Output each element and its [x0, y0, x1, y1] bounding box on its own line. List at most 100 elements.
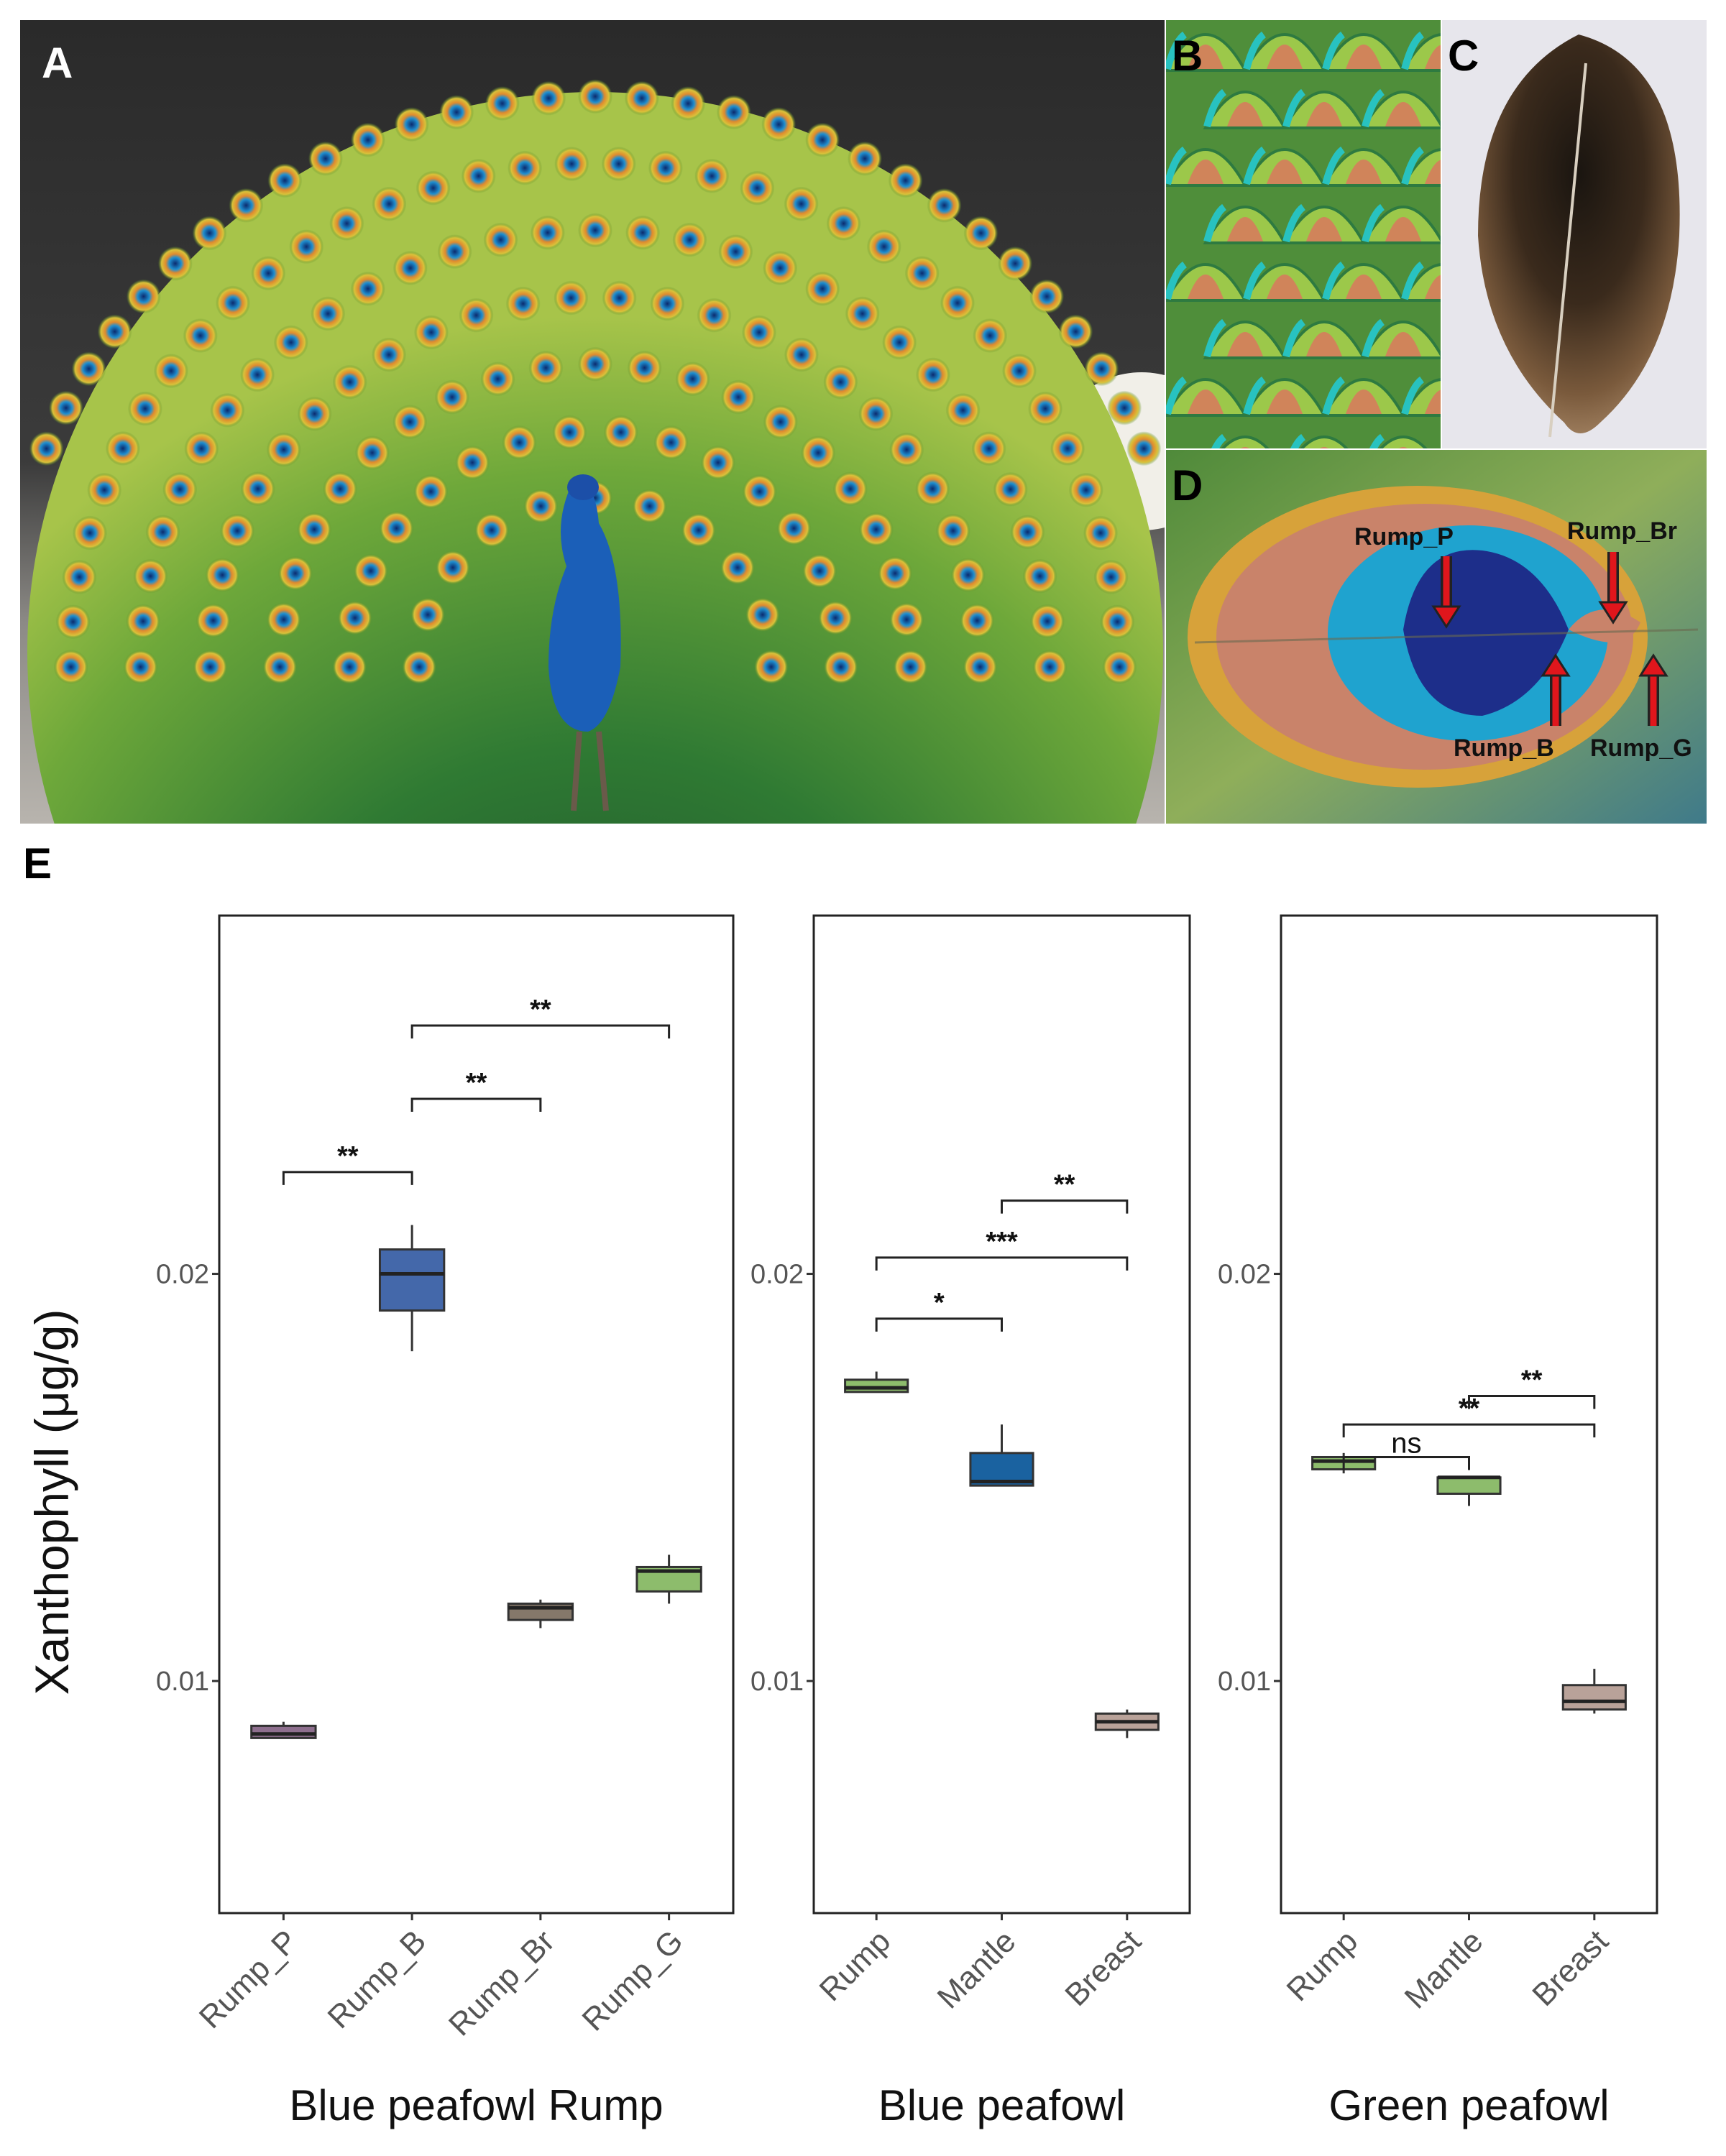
tail-eyespot	[184, 431, 219, 466]
tail-eyespot	[262, 650, 298, 684]
tail-eyespot	[753, 650, 789, 684]
y-tick-label: 0.01	[1218, 1667, 1271, 1697]
tail-eyespot	[889, 432, 924, 467]
tail-eyespot	[716, 95, 751, 130]
tail-eyespot	[439, 95, 474, 130]
tail-eyespot	[578, 213, 612, 248]
feather-scale-edge	[1362, 318, 1385, 358]
tail-eyespot	[192, 216, 227, 251]
x-tick-label: Breast	[1058, 1923, 1148, 2013]
tail-eyespot	[1107, 390, 1142, 425]
x-tick-label: Mantle	[1398, 1923, 1490, 2015]
tail-eyespot	[848, 141, 883, 176]
tail-eyespot	[416, 170, 451, 206]
tail-eyespot	[123, 650, 158, 684]
tail-eyespot	[960, 603, 995, 638]
tail-eyespot	[266, 602, 301, 637]
tail-eyespot	[878, 556, 913, 591]
bracket-line	[282, 1171, 413, 1185]
tail-eyespot	[105, 430, 140, 466]
tail-eyespot	[963, 216, 999, 251]
tail-eyespot	[332, 650, 367, 684]
tail-eyespot	[832, 471, 868, 507]
feather-scale	[1379, 436, 1428, 448]
tail-eyespot	[963, 650, 998, 684]
tail-eyespot	[505, 286, 541, 321]
significance-label: ***	[986, 1227, 1018, 1257]
tail-eyespot	[350, 271, 385, 306]
feather-scale-edge	[1243, 31, 1267, 70]
tail-eyespot	[273, 325, 308, 360]
tail-eyespot	[196, 603, 231, 638]
feather-scale-edge	[1243, 376, 1267, 415]
tail-eyespot	[845, 296, 880, 331]
tail-eyespot	[508, 150, 543, 185]
tail-eyespot	[97, 314, 132, 349]
tail-eyespot	[210, 392, 245, 428]
tail-eyespot	[940, 285, 975, 321]
tail-eyespot	[763, 405, 798, 440]
tail-eyespot	[145, 515, 180, 550]
box-body	[250, 1724, 317, 1739]
tail-eyespot	[483, 222, 518, 257]
feather-scale-edge	[1243, 261, 1267, 300]
tail-eyespot	[742, 474, 777, 510]
tail-eyespot	[904, 256, 940, 291]
tail-eyespot	[455, 445, 490, 480]
feather-scale-center	[1306, 102, 1342, 126]
tail-eyespot	[393, 250, 428, 285]
tail-eyespot	[329, 206, 364, 241]
feather-scale-edge	[1401, 261, 1425, 300]
feather-scale-center	[1241, 447, 1249, 448]
tail-eyespot	[71, 351, 106, 387]
tail-eyespot	[973, 318, 1008, 353]
feather-scale-center	[1227, 217, 1263, 241]
tail-eyespot	[805, 122, 840, 157]
tail-eyespot	[461, 158, 496, 193]
tail-eyespot	[697, 298, 732, 333]
tail-eyespot	[162, 471, 198, 507]
significance-bracket: ***	[875, 1227, 1129, 1271]
tail-eyespot	[337, 600, 372, 635]
tail-eyespot	[718, 234, 753, 270]
tail-eyespot	[720, 550, 756, 585]
tail-eyespot	[266, 432, 301, 467]
feather-scale-edge	[1166, 376, 1188, 415]
tail-eyespot	[1022, 558, 1057, 594]
x-tick-label: Rump_P	[193, 1923, 305, 2035]
tail-eyespot	[410, 597, 446, 632]
tail-eyespot	[603, 415, 638, 450]
tail-eyespot	[372, 186, 407, 221]
tail-eyespot	[523, 489, 559, 524]
tail-eyespot	[1093, 559, 1129, 594]
y-tick-label: 0.01	[750, 1667, 804, 1697]
panel-e-boxplots: Xanthophyll (μg/g) 0.01 0.02 Rump_P Rump_B R…	[0, 826, 1726, 2156]
tail-eyespot	[157, 246, 193, 281]
tail-eyespot	[927, 188, 962, 223]
significance-bracket: *	[875, 1288, 1003, 1332]
tail-eyespot	[402, 650, 437, 684]
tail-eyespot	[183, 318, 218, 353]
tail-eyespot	[801, 436, 836, 471]
tail-eyespot	[784, 337, 819, 372]
tail-eyespot	[552, 415, 587, 450]
feather-scale-center	[1425, 160, 1441, 184]
tail-eyespot	[888, 163, 923, 198]
boxplot-panel: 0.01 0.02 Rump_P Rump_B Rump_Br Rump_G ** ** ** B…	[156, 914, 735, 2129]
tail-eyespot	[650, 286, 685, 321]
tail-eyespot	[434, 379, 469, 415]
feather-scale-edge	[1166, 146, 1188, 185]
feather-scale-center	[1425, 45, 1441, 69]
tail-eyespot	[480, 361, 515, 397]
feather-scale-center	[1346, 390, 1382, 414]
tail-eyespot	[530, 215, 565, 250]
tail-eyespot	[624, 80, 659, 116]
tail-eyespot	[993, 471, 1028, 507]
feather-scale	[1300, 436, 1349, 448]
feather-scale-edge	[1362, 203, 1385, 243]
tail-eyespot	[823, 364, 858, 400]
tail-eyespot	[133, 558, 168, 594]
significance-bracket: ns	[1342, 1427, 1470, 1470]
tail-eyespot	[858, 512, 894, 547]
feather-scale-center	[1267, 275, 1303, 299]
